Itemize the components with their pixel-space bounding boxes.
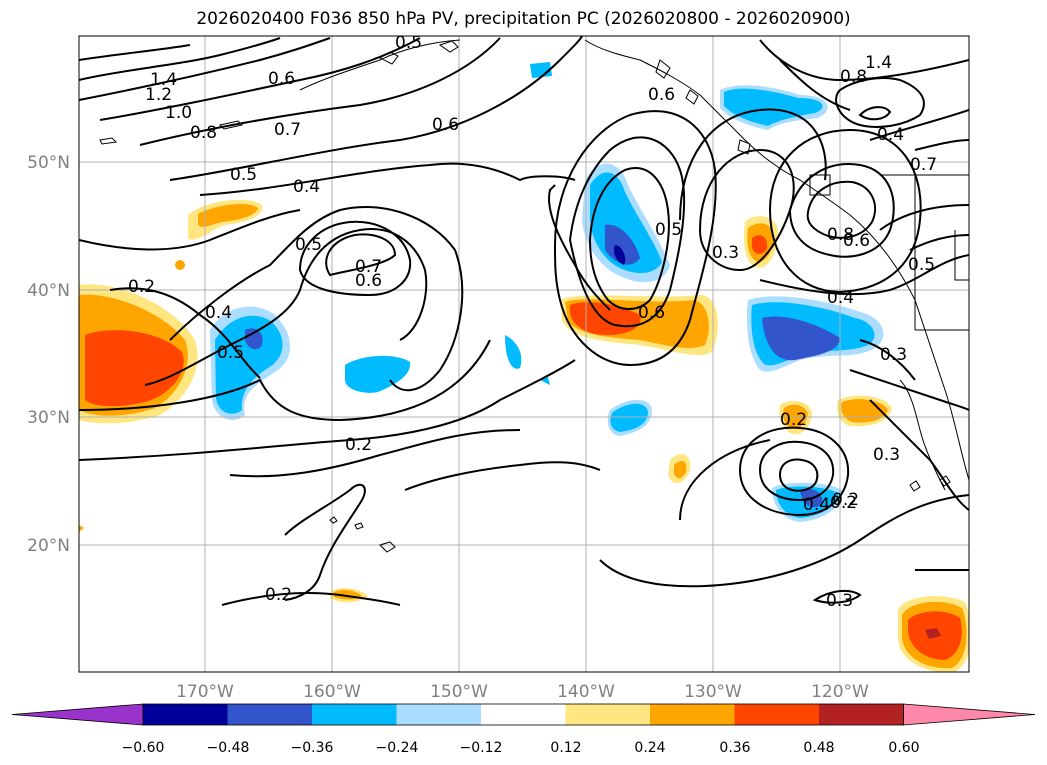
- contour-label: 0.4: [803, 495, 830, 515]
- colorbar-segment: [565, 704, 651, 725]
- lat-tick-label: 30°N: [27, 408, 70, 428]
- gridlines: [79, 36, 969, 672]
- colorbar-segment: [650, 704, 735, 725]
- lon-tick-label: 120°W: [811, 682, 869, 702]
- contour-label: 0.2: [830, 493, 857, 513]
- lat-tick-label: 40°N: [27, 281, 70, 301]
- contour-labels: 1.4 1.2 1.0 0.8 0.7 0.6 0.6 0.5 0.4 0.5 …: [128, 33, 937, 611]
- precip-anomaly-positive: [79, 284, 198, 424]
- contour-label: 0.2: [780, 410, 807, 430]
- contour-label: 0.2: [832, 490, 859, 510]
- contour-label: 1.4: [865, 53, 892, 73]
- lat-tick-label: 20°N: [27, 536, 70, 556]
- precip-shading: [79, 62, 969, 672]
- lon-tick-label: 140°W: [557, 682, 615, 702]
- contour-label: 0.4: [827, 288, 854, 308]
- colorbar-segment: [396, 704, 482, 725]
- contour-label: 0.2: [265, 585, 292, 605]
- contour-label: 0.5: [230, 165, 257, 185]
- precip-anomaly-negative: [746, 296, 884, 372]
- contour-label: 0.6: [638, 303, 665, 323]
- colorbar-segment: [312, 704, 397, 725]
- colorbar-tick-label: 0.12: [550, 740, 581, 756]
- lon-tick-label: 160°W: [303, 682, 361, 702]
- colorbar-extend-max: [903, 703, 1036, 726]
- colorbar-tick-label: −0.12: [460, 740, 503, 756]
- lat-tick-label: 50°N: [27, 153, 70, 173]
- contour-label: 0.8: [827, 225, 854, 245]
- contour-label: 0.2: [128, 277, 155, 297]
- colorbar-segments: [11, 703, 1036, 726]
- contour-label: 0.6: [355, 271, 382, 291]
- map-frame: [78, 35, 970, 673]
- map-area: 1.4 1.2 1.0 0.8 0.7 0.6 0.6 0.5 0.4 0.5 …: [79, 33, 969, 672]
- lon-tick-label: 130°W: [684, 682, 742, 702]
- contour-label: 0.7: [910, 155, 937, 175]
- contour-label: 1.4: [150, 70, 177, 90]
- colorbar-outline: [142, 703, 904, 726]
- contour-label: 0.3: [826, 591, 853, 611]
- coastlines: [99, 39, 969, 553]
- colorbar: −0.60 −0.48 −0.36 −0.24 −0.12 0.12 0.24 …: [11, 703, 1036, 756]
- contour-label: 0.5: [655, 220, 682, 240]
- contour-label: 0.3: [873, 445, 900, 465]
- colorbar-tick-label: −0.24: [376, 740, 419, 756]
- colorbar-tick-label: 0.36: [719, 740, 750, 756]
- precip-anomaly-positive: [188, 199, 263, 240]
- contour-label: 0.2: [345, 435, 372, 455]
- colorbar-tick-label: 0.60: [888, 740, 919, 756]
- colorbar-tick-label: −0.60: [122, 740, 165, 756]
- contour-label: 0.6: [648, 85, 675, 105]
- contour-label: 0.7: [355, 257, 382, 277]
- contour-label: 0.5: [908, 255, 935, 275]
- contour-label: 0.6: [843, 231, 870, 251]
- contour-label: 0.7: [274, 120, 301, 140]
- contour-label: 0.5: [295, 235, 322, 255]
- contour-label: 1.2: [145, 85, 172, 105]
- contour-label: 0.8: [840, 67, 867, 87]
- colorbar-tick-label: −0.48: [207, 740, 250, 756]
- lon-tick-label: 170°W: [176, 682, 234, 702]
- contour-label: 0.5: [217, 343, 244, 363]
- page-title: 2026020400 F036 850 hPa PV, precipitatio…: [196, 9, 851, 29]
- colorbar-ticks: −0.60 −0.48 −0.36 −0.24 −0.12 0.12 0.24 …: [122, 740, 920, 756]
- colorbar-segment: [143, 704, 228, 725]
- contour-label: 0.4: [293, 177, 320, 197]
- contour-label: 0.4: [205, 303, 232, 323]
- colorbar-tick-label: 0.48: [803, 740, 834, 756]
- contour-label: 0.8: [190, 123, 217, 143]
- precip-anomaly-negative: [582, 163, 670, 283]
- contour-label: 0.6: [432, 115, 459, 135]
- colorbar-tick-label: −0.36: [291, 740, 334, 756]
- contour-label: 0.3: [712, 243, 739, 263]
- lon-axis: 170°W 160°W 150°W 140°W 130°W 120°W: [176, 682, 869, 702]
- lon-tick-label: 150°W: [430, 682, 488, 702]
- contour-label: 1.0: [165, 103, 192, 123]
- pv-contours: [79, 36, 969, 606]
- colorbar-segment: [227, 704, 313, 725]
- colorbar-segment: [819, 704, 904, 725]
- contour-label: 0.5: [395, 33, 422, 53]
- colorbar-tick-label: 0.24: [634, 740, 665, 756]
- colorbar-segment: [734, 704, 820, 725]
- lat-axis: 50°N 40°N 30°N 20°N: [27, 153, 70, 556]
- precip-anomaly-positive: [898, 596, 969, 672]
- contour-label: 0.6: [268, 69, 295, 89]
- contour-label: 0.3: [880, 345, 907, 365]
- contour-label: 0.4: [877, 125, 904, 145]
- colorbar-segment: [481, 704, 566, 725]
- colorbar-extend-min: [11, 703, 144, 726]
